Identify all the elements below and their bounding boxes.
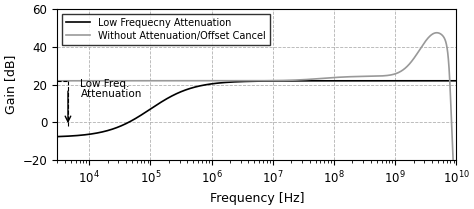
Low Frequecny Attenuation <box>100 131 106 133</box>
Low Frequecny Attenuation <box>208 83 213 85</box>
Without Attenuation/Offset Cancel <box>434 32 440 34</box>
X-axis label: Frequency [Hz]: Frequency [Hz] <box>210 192 304 205</box>
Line: Without Attenuation/Offset Cancel: Without Attenuation/Offset Cancel <box>57 33 456 198</box>
Text: Low Freq.: Low Freq. <box>81 79 130 89</box>
Text: Attenuation: Attenuation <box>81 89 142 99</box>
Low Frequecny Attenuation <box>403 80 409 82</box>
Low Frequecny Attenuation <box>225 81 230 84</box>
Legend: Low Frequecny Attenuation, Without Attenuation/Offset Cancel: Low Frequecny Attenuation, Without Atten… <box>62 14 270 45</box>
Without Attenuation/Offset Cancel <box>55 80 60 82</box>
Low Frequecny Attenuation <box>124 122 129 125</box>
Without Attenuation/Offset Cancel <box>454 197 459 200</box>
Without Attenuation/Offset Cancel <box>124 80 129 82</box>
Without Attenuation/Offset Cancel <box>225 80 230 82</box>
Low Frequecny Attenuation <box>446 80 451 82</box>
Without Attenuation/Offset Cancel <box>403 67 409 69</box>
Y-axis label: Gain [dB]: Gain [dB] <box>4 55 17 114</box>
Without Attenuation/Offset Cancel <box>446 61 452 64</box>
Without Attenuation/Offset Cancel <box>100 80 106 82</box>
Low Frequecny Attenuation <box>55 135 60 138</box>
Without Attenuation/Offset Cancel <box>208 80 213 82</box>
Line: Low Frequecny Attenuation: Low Frequecny Attenuation <box>57 81 456 137</box>
Low Frequecny Attenuation <box>454 80 459 82</box>
